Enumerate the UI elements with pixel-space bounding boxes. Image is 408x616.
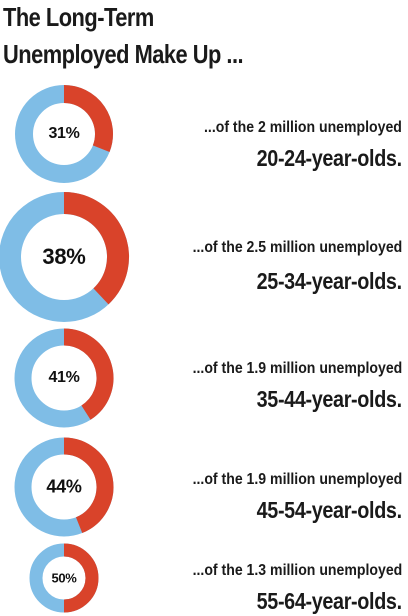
donut-long-term-segment: [63, 543, 99, 613]
donut-age-group: 25-34-year-olds.: [256, 268, 402, 294]
donut-age-group: 55-64-year-olds.: [256, 588, 402, 614]
donut-long-term-segment: [63, 437, 114, 534]
donut-description: ...of the 2.5 million unemployed: [192, 239, 402, 256]
donut-age-group: 35-44-year-olds.: [256, 386, 402, 412]
donut-description: ...of the 2 million unemployed: [204, 119, 402, 136]
chart-title-line2: Unemployed Make Up ...: [3, 39, 244, 69]
donut-percent-label: 31%: [48, 125, 80, 142]
donut-description: ...of the 1.9 million unemployed: [192, 471, 402, 488]
donut-long-term-segment: [63, 192, 129, 305]
donut-percent-label: 38%: [42, 244, 86, 269]
donut-percent-label: 41%: [48, 369, 80, 386]
donut-percent-label: 50%: [51, 570, 77, 586]
donut-percent-label: 44%: [46, 476, 82, 497]
donut-description: ...of the 1.9 million unemployed: [192, 360, 402, 377]
donut-age-group: 20-24-year-olds.: [256, 145, 402, 171]
donut-long-term-segment: [63, 328, 114, 420]
donut-long-term-segment: [63, 85, 113, 153]
donut-age-group: 45-54-year-olds.: [256, 497, 402, 523]
chart-title-line1: The Long-Term: [3, 2, 154, 32]
donut-description: ...of the 1.3 million unemployed: [192, 562, 402, 579]
